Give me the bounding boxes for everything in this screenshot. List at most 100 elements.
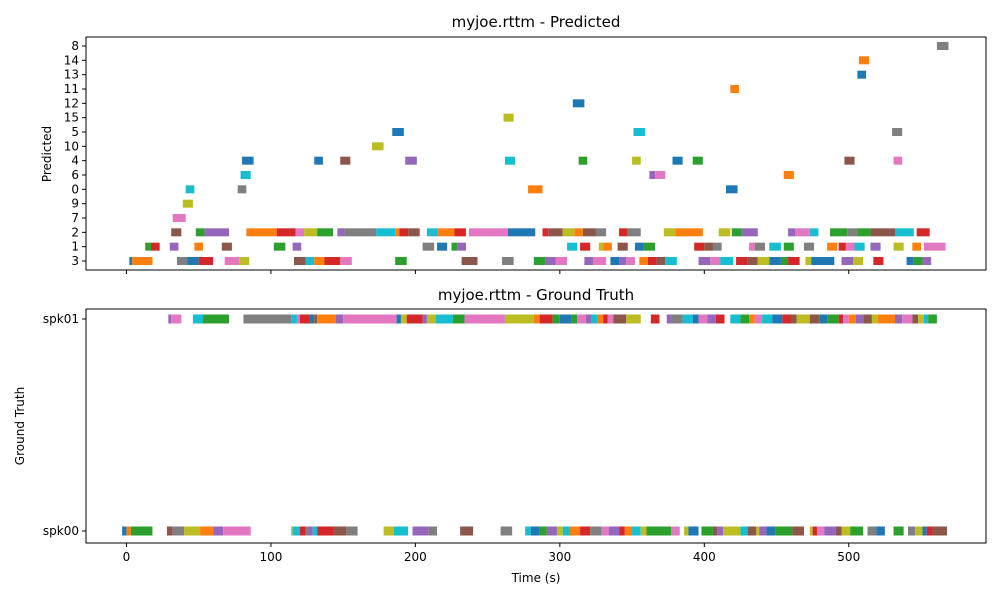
predicted-segment-3 [619, 256, 627, 265]
ground-truth-segment-spk01 [539, 314, 553, 324]
predicted-segment-4 [504, 156, 516, 165]
predicted-segment-1 [694, 242, 705, 251]
predicted-segment-0 [725, 185, 738, 194]
ground-truth-axis-ticks [82, 318, 850, 547]
ground-truth-segment-spk01 [613, 314, 627, 324]
ground-truth-segment-spk00 [809, 526, 813, 536]
predicted-segment-14 [858, 56, 869, 65]
ground-truth-segment-spk00 [701, 526, 713, 536]
ground-truth-segment-spk01 [400, 314, 407, 324]
ground-truth-segment-spk01 [782, 314, 791, 324]
predicted-segment-2 [542, 228, 549, 237]
predicted-y-tick-label: 4 [71, 154, 79, 168]
predicted-segment-1 [845, 242, 855, 251]
predicted-segment-4 [340, 156, 351, 165]
ground-truth-segment-spk00 [530, 526, 540, 536]
ground-truth-segment-spk00 [775, 526, 793, 536]
ground-truth-x-tick-labels: 0 100 200 300 400 500 [123, 550, 861, 564]
predicted-segment-4 [672, 156, 683, 165]
predicted-segment-2 [675, 228, 703, 237]
ground-truth-segment-spk00 [172, 526, 185, 536]
ground-truth-segment-spk01 [291, 314, 297, 324]
ground-truth-segment-spk00 [590, 526, 602, 536]
predicted-segment-2 [582, 228, 596, 237]
ground-truth-segment-spk00 [213, 526, 224, 536]
predicted-segment-2 [304, 228, 318, 237]
predicted-segment-11 [730, 84, 739, 93]
predicted-segment-3 [906, 256, 914, 265]
ground-truth-x-tick-label: 0 [123, 550, 131, 564]
ground-truth-segment-spk00 [460, 526, 474, 536]
predicted-y-tick-label: 15 [64, 111, 79, 125]
predicted-segment-3 [593, 256, 607, 265]
predicted-segment-3 [502, 256, 514, 265]
ground-truth-segment-spk01 [749, 314, 755, 324]
predicted-segment-1 [151, 242, 160, 251]
predicted-segment-13 [857, 70, 867, 79]
predicted-segment-7 [172, 213, 186, 222]
predicted-segment-2 [437, 228, 455, 237]
predicted-segment-4 [893, 156, 903, 165]
predicted-segment-2 [595, 228, 607, 237]
predicted-segment-2 [337, 228, 345, 237]
predicted-segment-3 [913, 256, 923, 265]
x-axis-label: Time (s) [511, 571, 561, 585]
predicted-segment-3 [239, 256, 250, 265]
ground-truth-segment-spk01 [203, 314, 230, 324]
predicted-segment-1 [893, 242, 904, 251]
ground-truth-segment-spk00 [824, 526, 836, 536]
ground-truth-segment-spk00 [500, 526, 513, 536]
ground-truth-segment-spk01 [171, 314, 182, 324]
predicted-segment-4 [314, 156, 323, 165]
ground-truth-segment-spk00 [723, 526, 741, 536]
predicted-segment-8 [936, 42, 949, 50]
ground-truth-segment-spk00 [292, 526, 300, 536]
ground-truth-segment-spk01 [790, 314, 797, 324]
predicted-segment-2 [317, 228, 334, 237]
ground-truth-segment-spk00 [166, 526, 173, 536]
predicted-y-tick-label: 9 [71, 197, 79, 211]
ground-truth-segment-spk01 [894, 314, 903, 324]
predicted-segment-1 [923, 242, 946, 251]
ground-truth-segment-spk00 [792, 526, 804, 536]
ground-truth-segment-spk01 [928, 314, 937, 324]
ground-truth-segment-spk00 [580, 526, 591, 536]
ground-truth-segment-spk00 [546, 526, 557, 536]
ground-truth-segment-spk01 [406, 314, 423, 324]
ground-truth-segment-spk01 [626, 314, 641, 324]
ground-truth-segment-spk00 [412, 526, 429, 536]
predicted-segment-3 [922, 256, 932, 265]
predicted-segment-3 [639, 256, 648, 265]
ground-truth-segment-spk01 [827, 314, 839, 324]
predicted-segment-12 [572, 99, 585, 108]
ground-truth-segment-spk01 [877, 314, 895, 324]
ground-truth-segment-spk00 [717, 526, 724, 536]
predicted-segment-2 [562, 228, 575, 237]
ground-truth-segment-spk01 [571, 314, 578, 324]
ground-truth-chart-title: myjoe.rttm - Ground Truth [438, 286, 634, 304]
ground-truth-segment-spk00 [759, 526, 767, 536]
predicted-segment-3 [873, 256, 884, 265]
ground-truth-y-axis-label: Ground Truth [13, 387, 27, 465]
ground-truth-segment-spk00 [184, 526, 201, 536]
predicted-segment-2 [468, 228, 508, 237]
ground-truth-segment-spk01 [552, 314, 560, 324]
predicted-segment-2 [204, 228, 230, 237]
predicted-y-tick-label: 12 [64, 96, 79, 110]
ground-truth-segment-spk01 [650, 314, 660, 324]
ground-truth-segment-spk01 [923, 314, 929, 324]
ground-truth-segment-spk01 [335, 314, 344, 324]
predicted-segment-1 [145, 242, 152, 251]
predicted-segment-3 [305, 256, 315, 265]
ground-truth-segment-spk00 [393, 526, 409, 536]
predicted-segment-3 [788, 256, 800, 265]
ground-truth-segment-spk00 [766, 526, 776, 536]
predicted-segment-1 [704, 242, 713, 251]
predicted-segment-1 [712, 242, 722, 251]
predicted-segment-3 [545, 256, 556, 265]
ground-truth-segment-spk00 [525, 526, 531, 536]
predicted-segment-3 [811, 256, 835, 265]
predicted-segment-2 [627, 228, 641, 237]
predicted-segment-2 [171, 228, 182, 237]
predicted-segment-2 [857, 228, 871, 237]
